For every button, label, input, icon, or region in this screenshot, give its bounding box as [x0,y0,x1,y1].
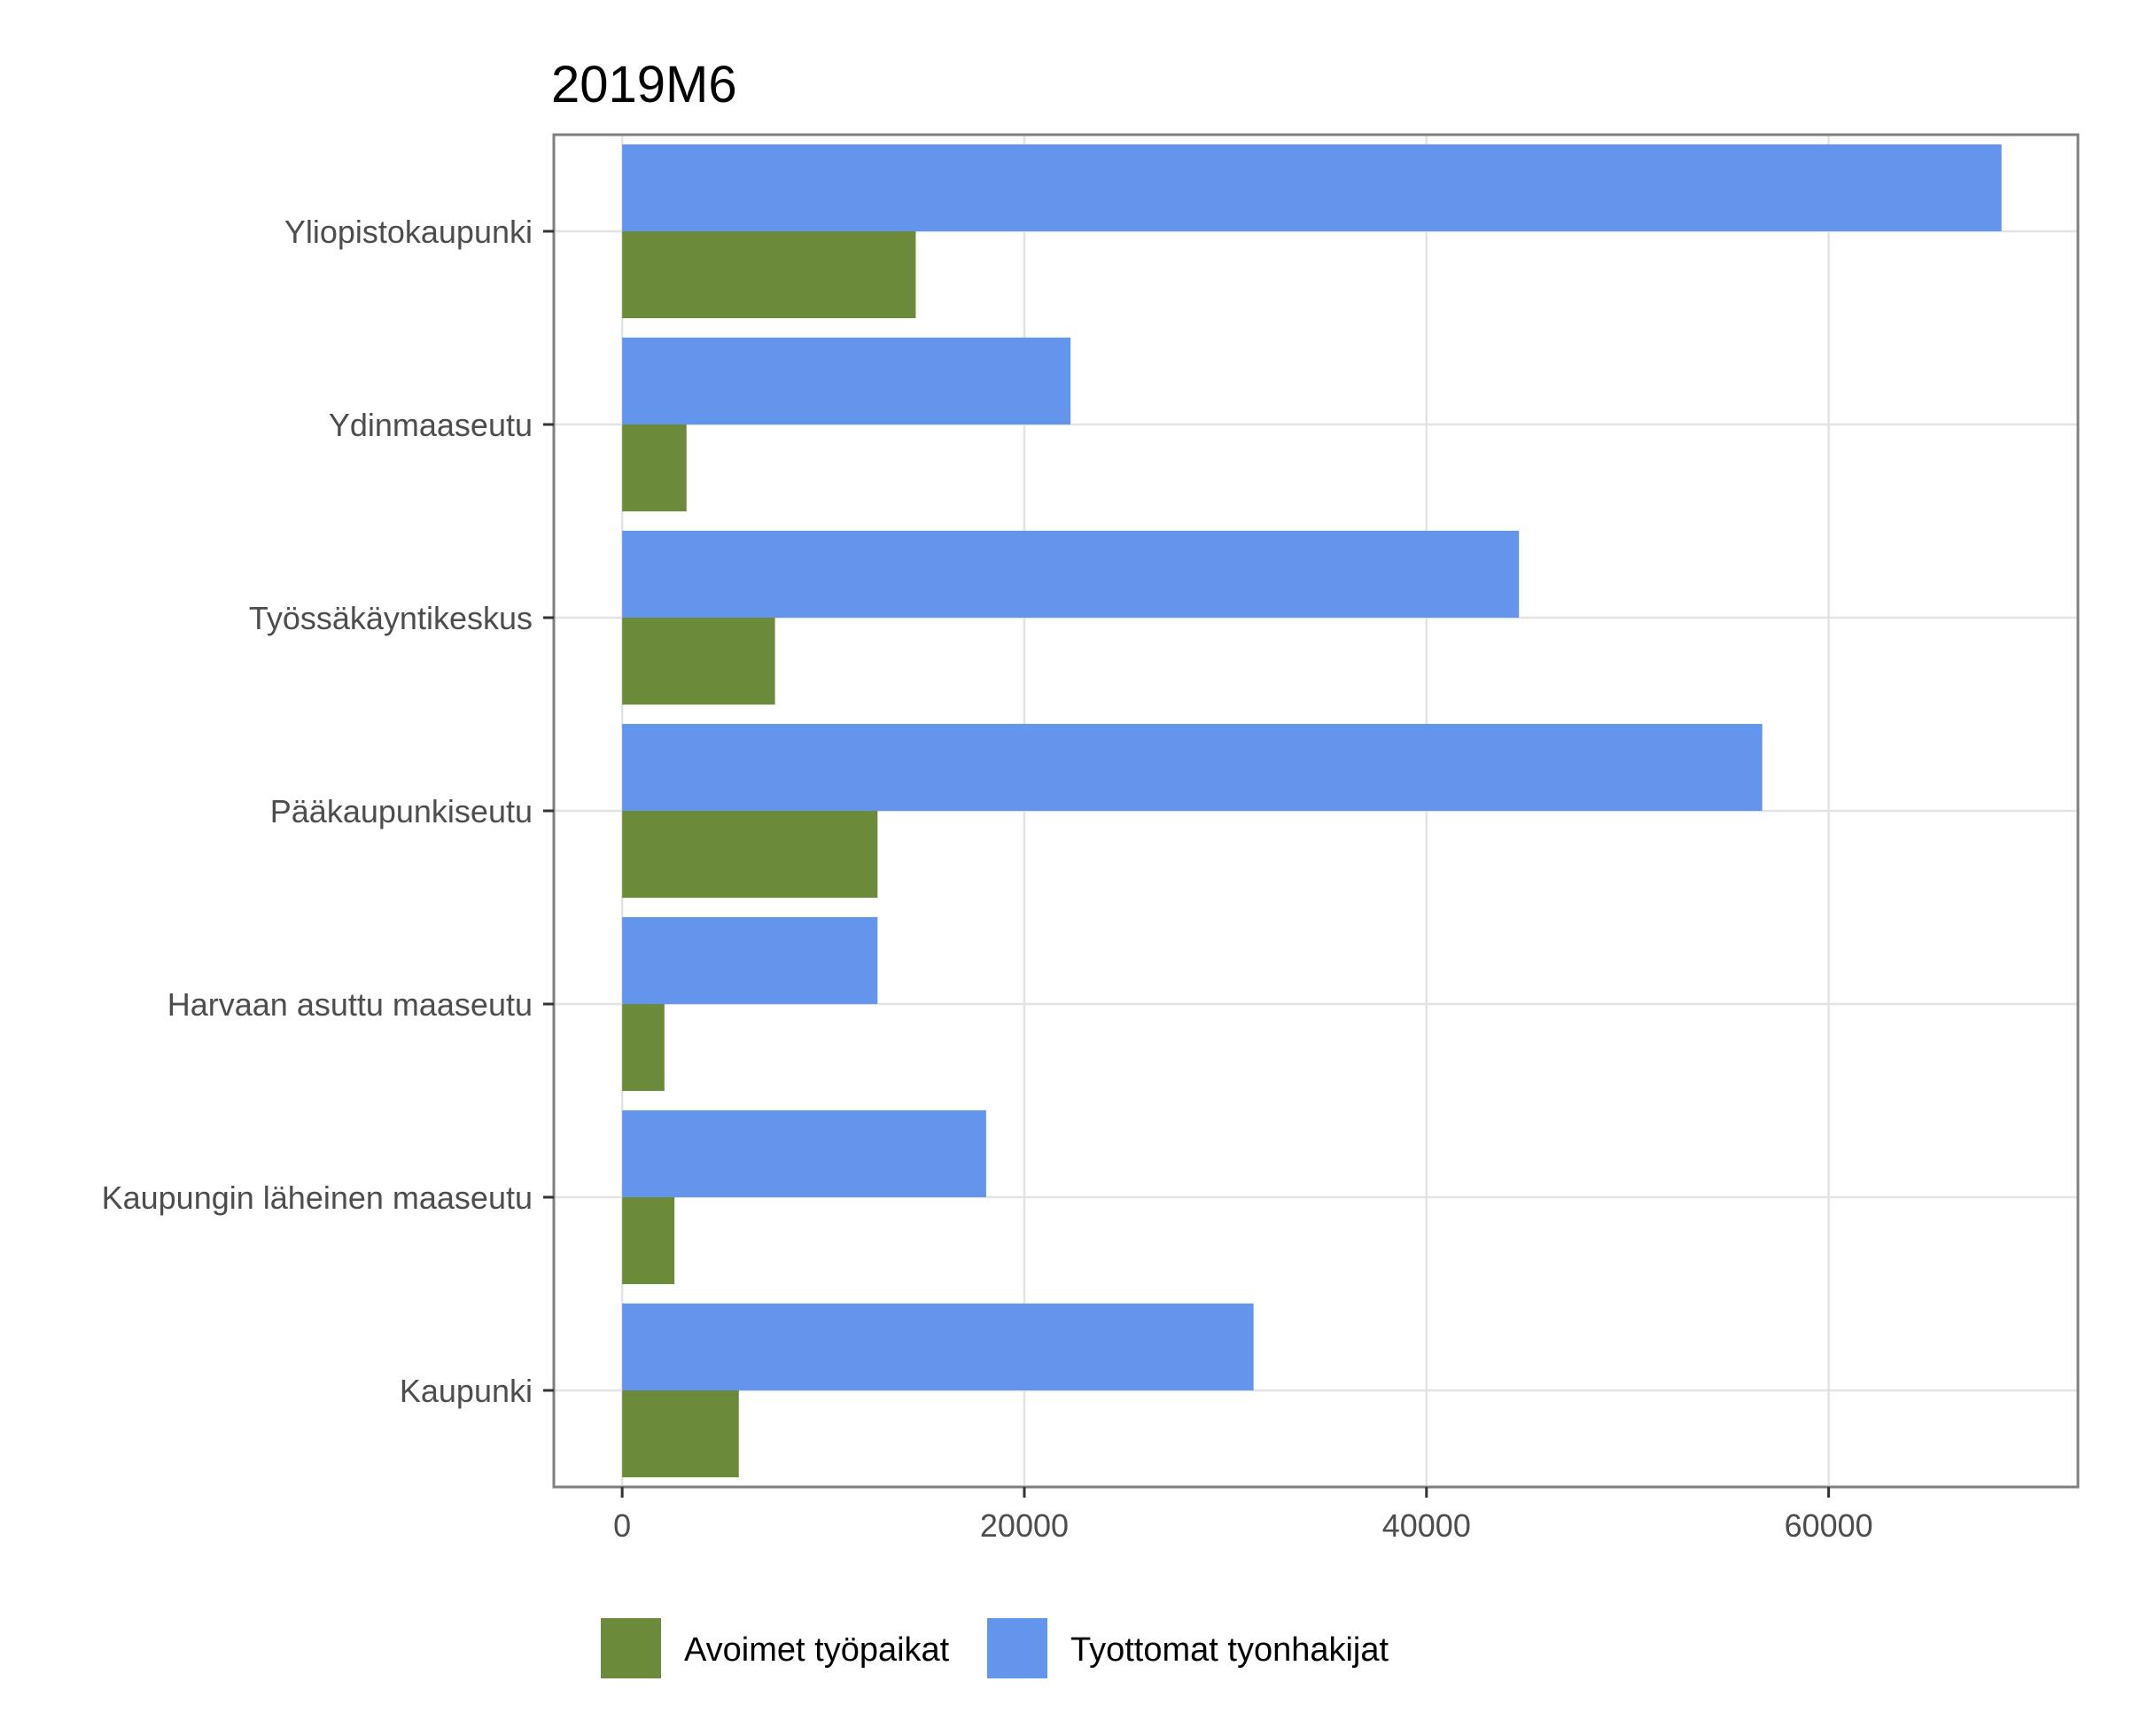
legend-item-avoimet-tyopaikat-label: Avoimet työpaikat [684,1631,950,1669]
y-tick-label: Kaupungin läheinen maaseutu [102,1179,533,1216]
bar-avoimet-tyopaikat [622,618,775,705]
bar-avoimet-tyopaikat [622,231,916,319]
x-tick-label: 0 [613,1507,631,1544]
y-tick-label: Pääkaupunkiseutu [270,793,533,829]
bar-tyottomat-tyonhakijat [622,1303,1254,1390]
bar-avoimet-tyopaikat [622,811,878,899]
bar-tyottomat-tyonhakijat [622,916,878,1004]
bar-tyottomat-tyonhakijat [622,1109,986,1197]
y-tick-label: Ydinmaaseutu [329,407,533,443]
bar-tyottomat-tyonhakijat [622,144,2002,231]
x-tick-label: 40000 [1382,1507,1471,1544]
bars [622,144,2002,1478]
bar-avoimet-tyopaikat [622,1197,675,1285]
y-axis: Yliopistokaupunki Ydinmaaseutu Työssäkäynt… [102,214,554,1409]
chart-title: 2019M6 [551,56,737,113]
legend: Avoimet työpaikat Tyottomat tyonhakijat [601,1618,1389,1678]
bar-avoimet-tyopaikat [622,1004,665,1092]
bar-tyottomat-tyonhakijat [622,337,1071,424]
legend-item-tyottomat-tyonhakijat-label: Tyottomat tyonhakijat [1070,1631,1389,1669]
x-tick-label: 20000 [980,1507,1069,1544]
bar-tyottomat-tyonhakijat [622,530,1520,618]
y-tick-label: Yliopistokaupunki [284,214,533,250]
bar-avoimet-tyopaikat [622,1390,739,1478]
y-tick-label: Harvaan asuttu maaseutu [167,986,533,1023]
y-tick-label: Työssäkäyntikeskus [249,600,533,636]
x-axis: 0 20000 40000 60000 [613,1487,1873,1544]
legend-item-avoimet-tyopaikat-key [601,1618,661,1678]
legend-item-tyottomat-tyonhakijat-key [987,1618,1047,1678]
bar-tyottomat-tyonhakijat [622,723,1762,811]
bar-avoimet-tyopaikat [622,424,687,512]
y-tick-label: Kaupunki [400,1373,533,1409]
x-tick-label: 60000 [1785,1507,1873,1544]
